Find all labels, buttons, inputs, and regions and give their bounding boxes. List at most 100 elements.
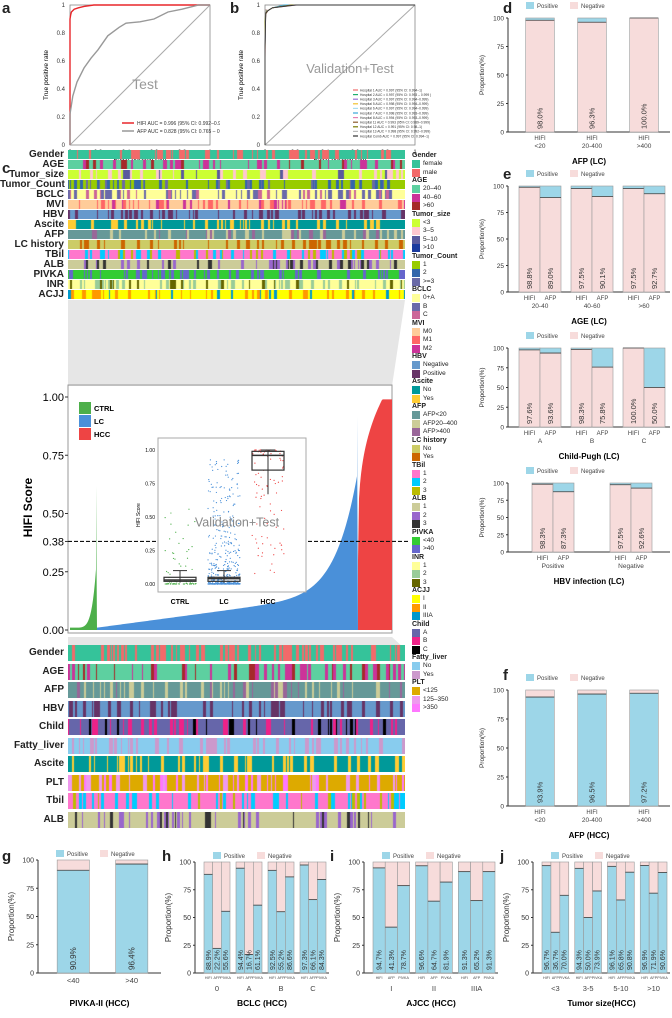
inset-point — [214, 464, 216, 466]
bar-value-label: 78.7% — [401, 950, 408, 970]
legend-negative-label: Negative — [581, 676, 605, 682]
legend-item: <125 — [412, 687, 457, 696]
legend-label: 1 — [423, 561, 427, 569]
inset-point — [218, 567, 220, 569]
legend-swatch — [412, 662, 420, 671]
bar-series-label: HIFI — [524, 431, 536, 437]
inset-point — [167, 582, 169, 584]
inset-point — [233, 503, 235, 505]
bar-series-label: HIFI — [615, 556, 627, 562]
inset-point — [211, 564, 213, 566]
inset-point — [213, 583, 216, 585]
inset-point — [235, 539, 237, 541]
bar-value-label: 97.5% — [629, 267, 638, 289]
heatmap-row-lc-history — [68, 240, 405, 249]
legend-label: No — [423, 386, 432, 394]
inset-point — [224, 583, 227, 585]
legend-swatch — [412, 612, 420, 621]
inset-point — [269, 478, 271, 481]
inset-point — [217, 515, 219, 517]
bar-value-label: 100.0% — [629, 398, 638, 424]
heatmap-row-child — [68, 719, 405, 735]
bar-series-label: AFP — [246, 976, 254, 980]
bar-value-label: 98.3% — [538, 527, 547, 549]
y-tick-label: 25 — [352, 943, 360, 950]
inset-y-tick: 0.25 — [145, 549, 155, 555]
inset-point — [195, 582, 197, 585]
inset-point — [217, 468, 219, 471]
y-tick-label: 0.2 — [252, 115, 261, 121]
legend-item: B — [412, 302, 457, 312]
inset-point — [232, 477, 234, 480]
legend-label: IIIA — [423, 612, 433, 620]
y-tick-label: 100 — [493, 346, 504, 353]
legend-positive-swatch — [526, 332, 534, 339]
inset-point — [209, 464, 211, 466]
inset-point — [232, 504, 234, 507]
y-tick-label: 50 — [26, 914, 34, 921]
heatmap-row-label: LC history — [14, 238, 64, 250]
inset-point — [207, 490, 210, 492]
inset-point — [228, 581, 230, 583]
legend-label: No — [423, 444, 432, 452]
bar-value-label: 86.6% — [287, 950, 294, 970]
legend-negative-swatch — [257, 852, 265, 859]
inset-point — [255, 483, 258, 486]
bar-value-label: 96.7% — [544, 950, 551, 970]
inset-point — [212, 469, 214, 471]
inset-point — [257, 547, 259, 549]
inset-point — [227, 463, 229, 465]
inset-point — [216, 509, 218, 512]
inset-y-tick: 0.50 — [145, 515, 155, 521]
inset-point — [227, 531, 229, 533]
inset-point — [238, 544, 240, 546]
y-tick-label: 100 — [493, 16, 504, 23]
inset-point — [222, 564, 225, 567]
inset-point — [217, 579, 219, 581]
inset-point — [273, 513, 275, 515]
inset-point — [207, 559, 209, 561]
group-label: >40 — [125, 976, 138, 985]
inset-point — [281, 549, 283, 551]
inset-point — [215, 566, 217, 568]
x-axis-title: PIVKA-II (HCC) — [70, 998, 130, 1008]
group-label: Negative — [618, 563, 644, 570]
inset-point — [255, 538, 257, 540]
bar-segment-positive — [591, 347, 614, 368]
inset-point — [232, 583, 234, 585]
legend-item: 2 — [412, 570, 457, 579]
legend-item: male — [412, 168, 457, 178]
inset-point — [223, 459, 225, 461]
legend-group-title: Gender — [412, 152, 437, 159]
bar-series-label: PIVKA — [220, 976, 231, 980]
legend-positive-label: Positive — [537, 676, 559, 682]
inset-point — [221, 465, 223, 468]
bar-segment-positive — [643, 347, 666, 388]
inset-point — [178, 563, 180, 565]
inset-point — [237, 487, 239, 489]
inset-point — [211, 571, 213, 573]
inset-point — [255, 449, 257, 451]
legend-item: Yes — [412, 394, 457, 404]
y-tick-label: 0.6 — [57, 59, 66, 65]
legend-entry: Hospital 13 AUC = 0.998 (95% CI: 0.992–0… — [360, 130, 430, 134]
bar-value-label: 65.8% — [618, 950, 625, 970]
x-axis-title: AGE (LC) — [571, 317, 607, 326]
bar-value-label: 73.9% — [594, 950, 601, 970]
inset-point — [270, 544, 272, 546]
bar-value-label: 81.9% — [444, 950, 451, 970]
group-label: >400 — [637, 143, 652, 150]
legend-item: II — [412, 603, 457, 613]
legend-label: 2 — [423, 269, 427, 277]
inset-point — [234, 581, 236, 584]
group-label: <20 — [534, 143, 545, 150]
legend-label: >60 — [423, 202, 435, 210]
legend-positive-swatch — [526, 170, 534, 177]
y-tick-label: 100 — [493, 184, 504, 191]
legend-item: M0 — [412, 327, 457, 337]
inset-point — [233, 545, 235, 547]
legend-item: B — [412, 637, 457, 646]
clinical-heatmap-top: Gender AGE Tumor_size Tumor_Count BCLC MVI HBV… — [0, 149, 410, 300]
inset-point — [214, 515, 216, 517]
legend-group-title: AGE — [412, 177, 428, 184]
